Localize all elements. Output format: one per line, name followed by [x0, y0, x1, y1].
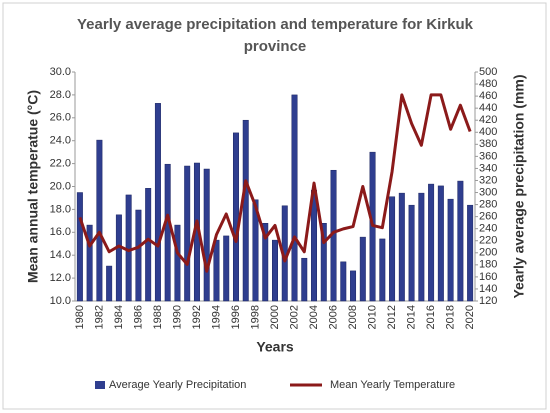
- bar: [203, 168, 210, 302]
- y2-tick-label: 260: [479, 211, 497, 223]
- y2-tick-label: 500: [479, 66, 497, 78]
- bar: [447, 198, 454, 302]
- bar: [115, 214, 122, 302]
- bar: [418, 192, 425, 302]
- y2-tick-label: 400: [479, 126, 497, 138]
- x-tick-label: 1994: [210, 305, 222, 329]
- x-tick-label: 1986: [132, 305, 144, 329]
- legend-label: Mean Yearly Temperature: [330, 379, 455, 391]
- y2-tick-label: 140: [479, 283, 497, 295]
- y2-tick-label: 380: [479, 138, 497, 150]
- bar: [467, 204, 474, 302]
- y2-tick-label: 340: [479, 162, 497, 174]
- bar: [76, 192, 83, 302]
- bar: [398, 192, 405, 302]
- y2-tick-label: 300: [479, 186, 497, 198]
- y2-tick-label: 220: [479, 235, 497, 247]
- y-tick-label: 20.0: [50, 180, 71, 192]
- bar: [232, 132, 239, 302]
- y2-tick-label: 360: [479, 150, 497, 162]
- legend-label: Average Yearly Precipitation: [109, 379, 246, 391]
- bar: [154, 103, 161, 302]
- bar: [145, 188, 152, 302]
- y2-tick-label: 320: [479, 174, 497, 186]
- y2-tick-label: 460: [479, 90, 497, 102]
- x-axis-title: Years: [256, 339, 294, 355]
- y-tick-label: 24.0: [50, 135, 71, 147]
- bar: [242, 119, 249, 302]
- x-tick-label: 1982: [93, 305, 105, 329]
- bar: [252, 199, 259, 302]
- bar: [86, 224, 93, 302]
- x-tick-label: 1998: [249, 305, 261, 329]
- y-tick-label: 26.0: [50, 112, 71, 124]
- bar: [340, 261, 347, 302]
- y-axis-title: Mean annual temperatue (°C): [25, 90, 41, 283]
- bar: [291, 94, 298, 302]
- x-tick-label: 2008: [347, 305, 359, 329]
- y2-axis-title: Yearly average precipitation (mm): [511, 74, 527, 298]
- bar: [106, 265, 113, 302]
- bar: [350, 270, 357, 302]
- y-tick-label: 30.0: [50, 66, 71, 78]
- y-tick-label: 18.0: [50, 203, 71, 215]
- bar: [135, 209, 142, 302]
- y-tick-label: 28.0: [50, 89, 71, 101]
- y2-tick-label: 180: [479, 259, 497, 271]
- y-tick-label: 22.0: [50, 158, 71, 170]
- bar: [223, 235, 230, 302]
- chart-border: [2, 2, 547, 410]
- y2-tick-label: 420: [479, 114, 497, 126]
- y-tick-label: 16.0: [50, 226, 71, 238]
- bar: [437, 185, 444, 302]
- x-tick-label: 1984: [113, 305, 125, 329]
- x-tick-label: 1992: [191, 305, 203, 329]
- y2-tick-label: 480: [479, 78, 497, 90]
- bar: [457, 180, 464, 302]
- x-tick-label: 2018: [445, 305, 457, 329]
- bar: [408, 204, 415, 302]
- bar: [262, 223, 269, 302]
- y2-tick-label: 200: [479, 247, 497, 259]
- x-tick-label: 2000: [269, 305, 281, 329]
- bar: [213, 239, 220, 302]
- y2-tick-label: 440: [479, 102, 497, 114]
- legend-swatch: [95, 381, 105, 389]
- bar: [96, 139, 103, 302]
- x-tick-label: 1990: [171, 305, 183, 329]
- y-tick-label: 14.0: [50, 249, 71, 261]
- x-tick-label: 2006: [327, 305, 339, 329]
- bar: [184, 165, 191, 302]
- y2-tick-label: 120: [479, 295, 497, 307]
- bar: [164, 163, 171, 302]
- bar: [301, 257, 308, 302]
- y-tick-label: 12.0: [50, 272, 71, 284]
- x-tick-label: 1988: [152, 305, 164, 329]
- y2-tick-label: 240: [479, 223, 497, 235]
- y-tick-label: 10.0: [50, 295, 71, 307]
- y2-tick-label: 160: [479, 271, 497, 283]
- x-tick-label: 2016: [425, 305, 437, 329]
- bar: [174, 224, 181, 302]
- bar: [272, 239, 278, 302]
- line: [78, 93, 472, 273]
- x-tick-label: 2002: [288, 305, 300, 329]
- x-tick-label: 2012: [386, 305, 398, 329]
- x-tick-label: 2004: [308, 305, 320, 329]
- y2-tick-label: 280: [479, 198, 497, 210]
- bar: [389, 196, 396, 302]
- x-tick-label: 2020: [464, 305, 476, 329]
- x-tick-label: 2014: [405, 305, 417, 329]
- chart-title: Yearly average precipitation and tempera…: [77, 16, 473, 55]
- x-tick-label: 1980: [74, 305, 86, 329]
- bar: [379, 238, 386, 302]
- x-tick-label: 1996: [230, 305, 242, 329]
- bar: [359, 236, 366, 302]
- bar: [125, 194, 132, 302]
- bar: [320, 223, 327, 302]
- bar: [428, 183, 435, 302]
- x-tick-label: 2010: [366, 305, 378, 329]
